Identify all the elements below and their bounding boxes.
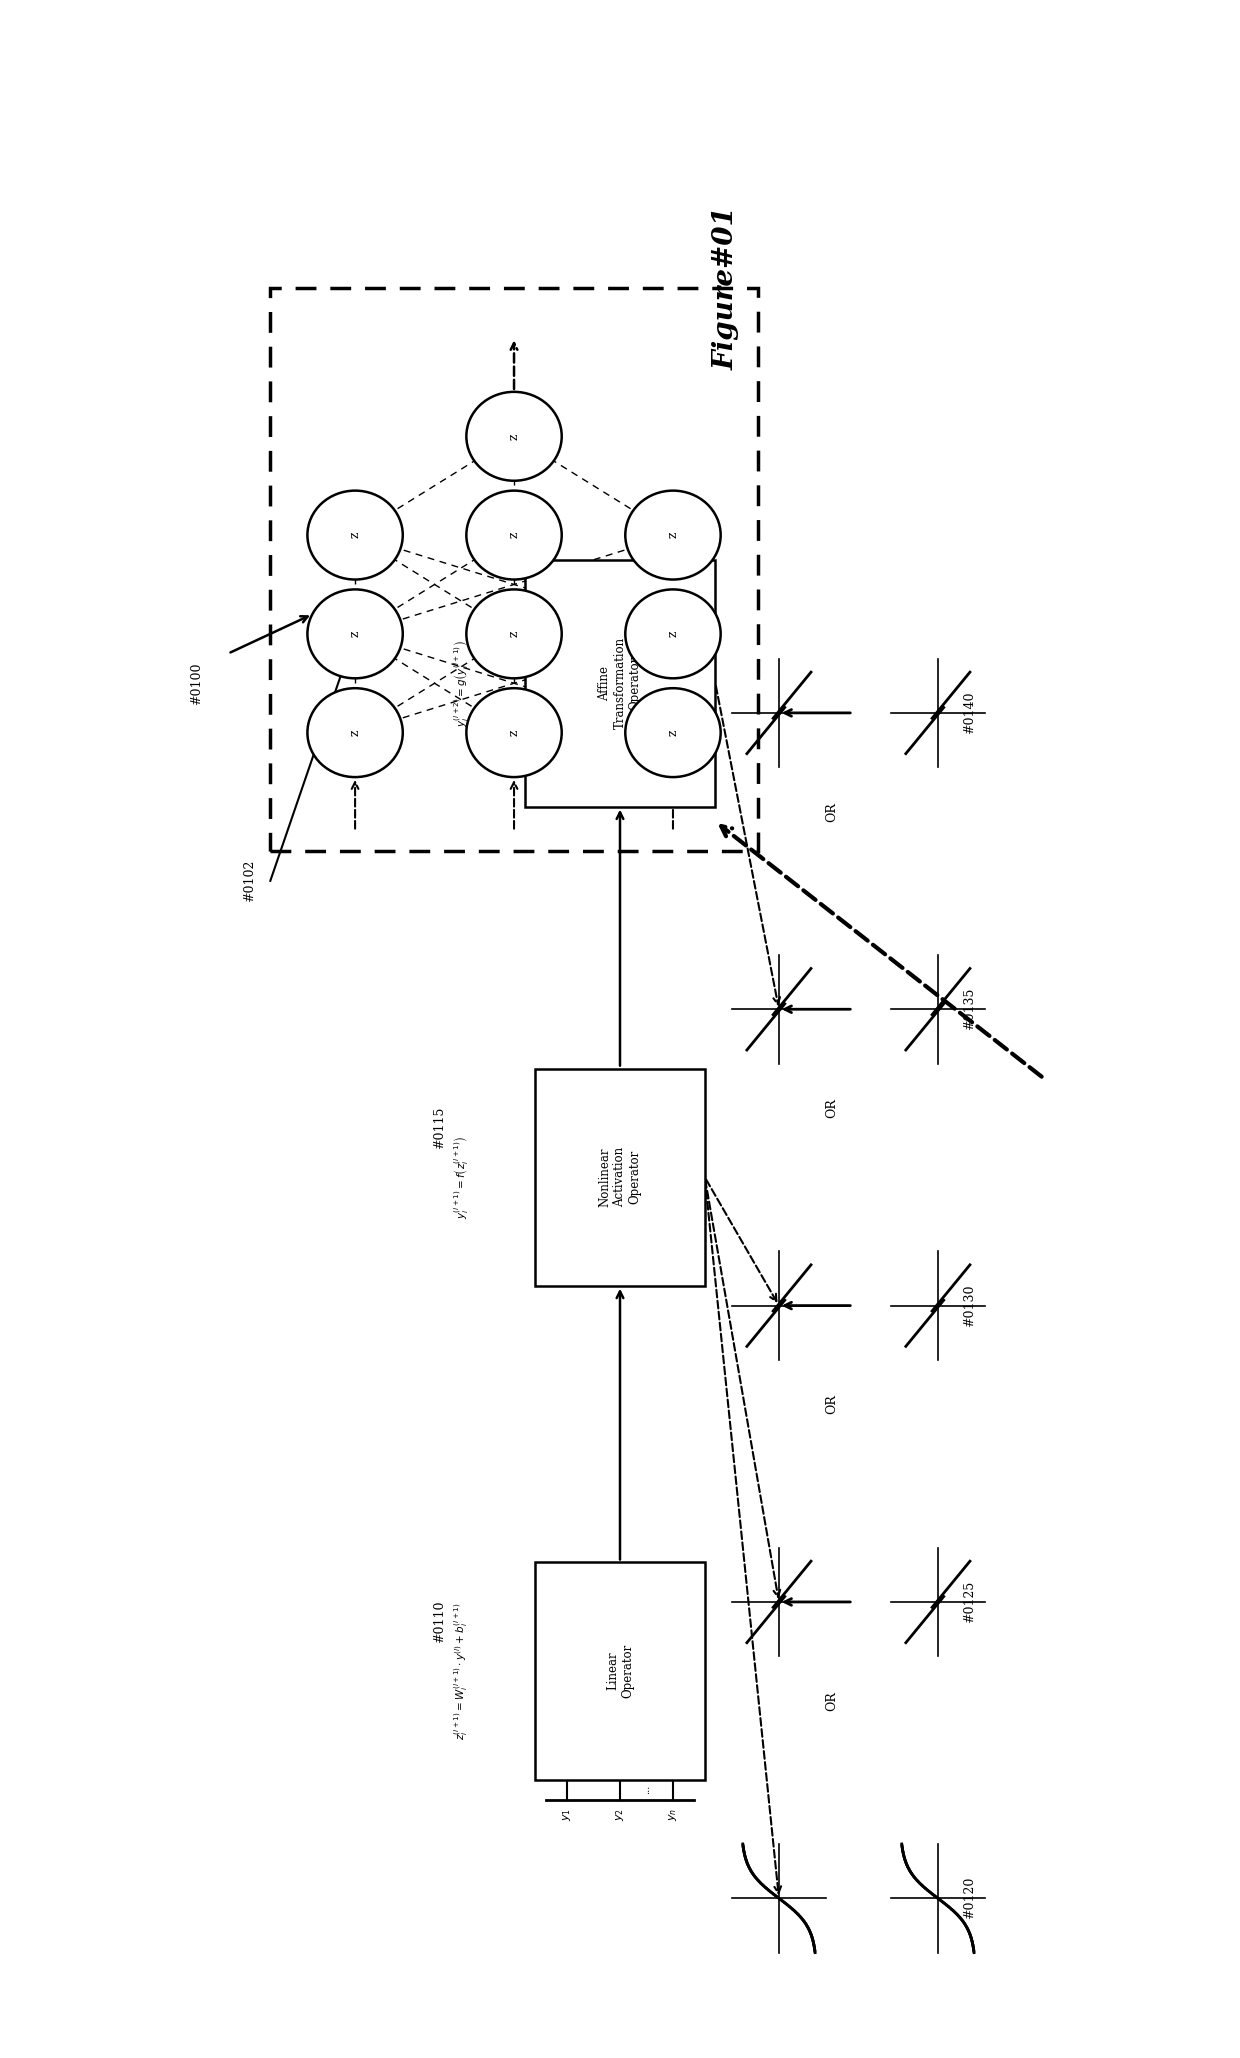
Text: #0125: #0125 bbox=[963, 1581, 976, 1624]
Ellipse shape bbox=[625, 687, 720, 778]
Text: z: z bbox=[666, 531, 680, 539]
Text: z: z bbox=[666, 630, 680, 638]
Ellipse shape bbox=[466, 687, 562, 778]
Text: #0120: #0120 bbox=[963, 1877, 976, 1920]
Text: $z_i^{(l+1)} = W_i^{(l+1)} \cdot y^{(l)} + b_i^{(l+1)}$: $z_i^{(l+1)} = W_i^{(l+1)} \cdot y^{(l)}… bbox=[453, 1603, 470, 1739]
Text: OR: OR bbox=[826, 1395, 838, 1414]
Ellipse shape bbox=[625, 490, 720, 580]
Text: Affine
Transformation
Operator: Affine Transformation Operator bbox=[599, 638, 641, 729]
Text: $y_n$: $y_n$ bbox=[667, 1807, 680, 1821]
Text: ...: ... bbox=[642, 1784, 651, 1795]
Text: Linear
Operator: Linear Operator bbox=[606, 1644, 634, 1698]
Text: #0135: #0135 bbox=[963, 988, 976, 1031]
Text: $y_i^{(l+1)} = f\left(z_i^{(l+1)}\right)$: $y_i^{(l+1)} = f\left(z_i^{(l+1)}\right)… bbox=[453, 1136, 470, 1218]
Ellipse shape bbox=[625, 589, 720, 679]
Ellipse shape bbox=[308, 589, 403, 679]
Text: z: z bbox=[666, 729, 680, 737]
Text: z: z bbox=[348, 531, 362, 539]
Text: OR: OR bbox=[826, 803, 838, 821]
Text: #0102: #0102 bbox=[243, 860, 255, 901]
Text: Figure#01: Figure#01 bbox=[713, 206, 739, 370]
Text: $y_i^{(l+2)} = g\left(y_i^{(l+1)}\right)$: $y_i^{(l+2)} = g\left(y_i^{(l+1)}\right)… bbox=[453, 640, 470, 726]
Text: #0110: #0110 bbox=[433, 1601, 446, 1642]
FancyBboxPatch shape bbox=[525, 560, 715, 807]
Text: $c_i$: $c_i$ bbox=[560, 1729, 574, 1741]
Ellipse shape bbox=[466, 391, 562, 482]
Text: OR: OR bbox=[826, 1099, 838, 1117]
Text: z: z bbox=[348, 729, 362, 737]
Text: z: z bbox=[507, 630, 521, 638]
FancyBboxPatch shape bbox=[536, 1562, 704, 1780]
Text: z: z bbox=[507, 432, 521, 440]
Text: #0100: #0100 bbox=[190, 663, 202, 704]
Ellipse shape bbox=[308, 490, 403, 580]
Text: OR: OR bbox=[826, 1692, 838, 1710]
Text: z: z bbox=[507, 531, 521, 539]
Text: $y_1$: $y_1$ bbox=[560, 1807, 573, 1821]
Text: z: z bbox=[348, 630, 362, 638]
Ellipse shape bbox=[308, 687, 403, 778]
FancyBboxPatch shape bbox=[536, 1068, 704, 1286]
Text: #0140: #0140 bbox=[963, 691, 976, 735]
Text: z: z bbox=[507, 729, 521, 737]
Text: #0115: #0115 bbox=[433, 1107, 446, 1148]
Ellipse shape bbox=[466, 490, 562, 580]
Text: Nonlinear
Activation
Operator: Nonlinear Activation Operator bbox=[599, 1146, 641, 1208]
Ellipse shape bbox=[466, 589, 562, 679]
Text: $y_2$: $y_2$ bbox=[614, 1807, 626, 1821]
Text: #0130: #0130 bbox=[963, 1284, 976, 1327]
